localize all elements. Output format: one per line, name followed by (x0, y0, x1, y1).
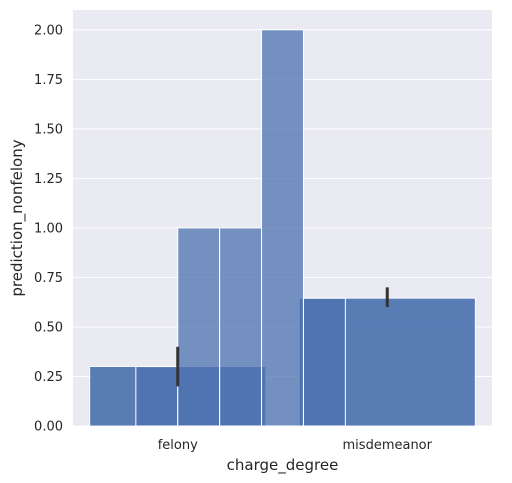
x-tick-labels: felony misdemeanor (158, 438, 433, 453)
y-tick-label: 1.00 (34, 221, 63, 236)
y-axis-label: prediction_nonfelony (8, 139, 27, 296)
histogram-bin-0 (136, 367, 178, 426)
histogram-bin-1 (178, 228, 220, 426)
y-tick-label: 2.00 (34, 23, 63, 38)
y-tick-label: 0.50 (34, 320, 63, 335)
x-axis-label: charge_degree (227, 456, 339, 475)
y-tick-labels: 0.00 0.25 0.50 0.75 1.00 1.25 1.50 1.75 2.00 (34, 23, 63, 434)
histogram-bin-2 (220, 228, 262, 426)
y-tick-label: 0.75 (34, 271, 63, 286)
y-tick-label: 1.75 (34, 73, 63, 88)
histogram-bin-4 (303, 298, 345, 426)
y-tick-label: 1.50 (34, 122, 63, 137)
y-tick-label: 0.00 (34, 420, 63, 435)
x-tick-label: felony (158, 438, 198, 453)
histogram-bin-3 (262, 30, 304, 426)
y-tick-label: 1.25 (34, 172, 63, 187)
x-tick-label: misdemeanor (343, 438, 433, 453)
y-tick-label: 0.25 (34, 370, 63, 385)
